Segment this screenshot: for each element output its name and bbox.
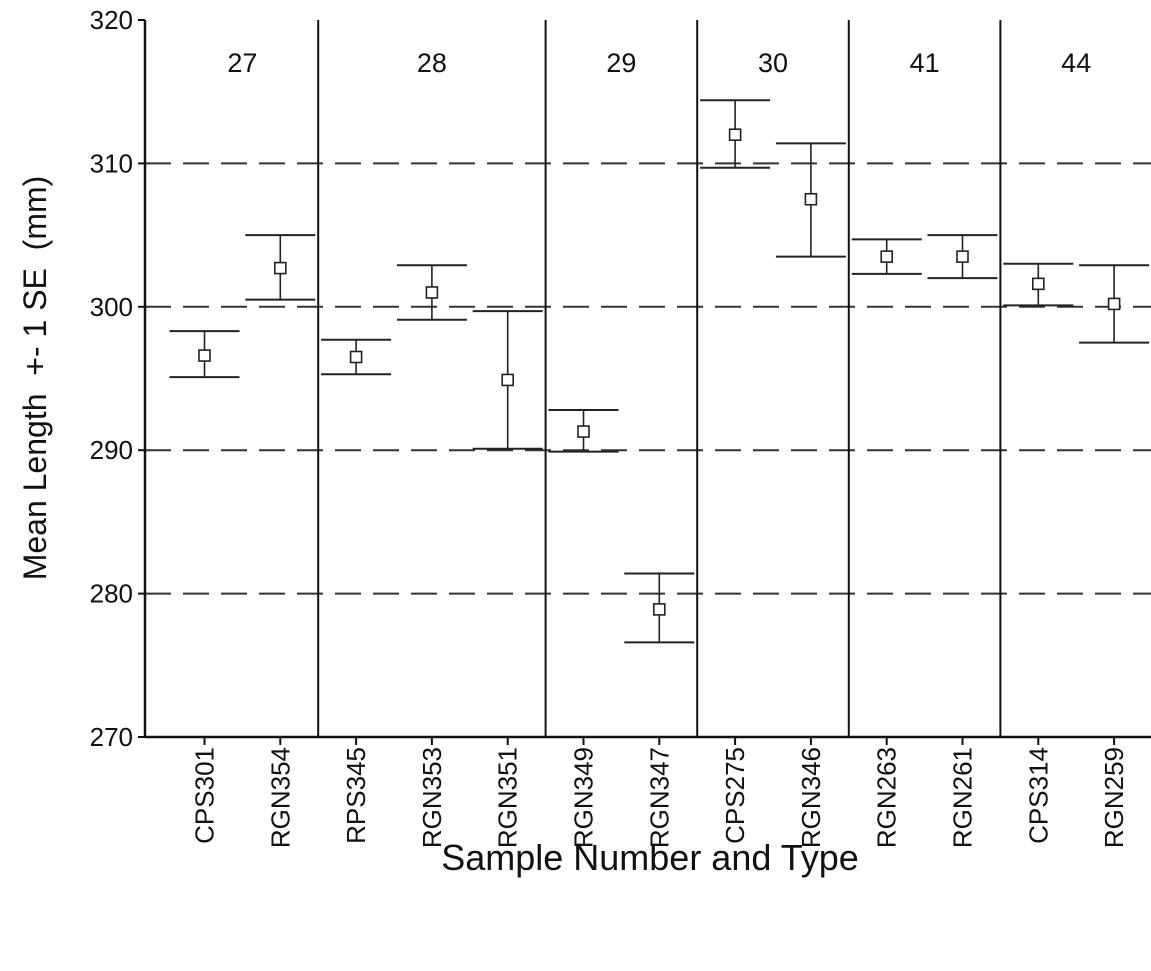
y-axis-label: Mean Length +- 1 SE (mm) <box>17 176 53 581</box>
mean-marker-CPS275 <box>728 128 742 142</box>
y-tick-label: 320 <box>90 5 133 35</box>
group-label-30: 30 <box>758 48 788 78</box>
x-tick-label-CPS275: CPS275 <box>720 747 750 844</box>
mean-marker-RPS345 <box>349 350 363 364</box>
group-labels: 27 28 29 30 41 44 <box>227 48 1091 78</box>
mean-marker-CPS301 <box>198 349 211 362</box>
y-tick-label: 290 <box>90 435 133 465</box>
x-tick-label-RGN261: RGN261 <box>948 747 978 848</box>
x-tick-label-CPS314: CPS314 <box>1023 747 1053 844</box>
group-label-44: 44 <box>1061 48 1091 78</box>
x-tick-label-RGN346: RGN346 <box>796 747 826 848</box>
mean-marker-RGN259 <box>1107 297 1121 311</box>
error-bars <box>169 99 1150 644</box>
y-tick-label: 300 <box>90 292 133 322</box>
mean-marker-RGN347 <box>652 603 666 616</box>
mean-marker-RGN261 <box>956 250 969 263</box>
axes <box>138 19 1151 745</box>
x-tick-label-RGN353: RGN353 <box>417 747 447 848</box>
mean-marker-RGN353 <box>425 286 439 299</box>
mean-marker-RGN349 <box>577 425 590 438</box>
x-tick-label-RGN347: RGN347 <box>644 747 674 848</box>
mean-marker-CPS314 <box>1032 277 1045 291</box>
y-tick-label: 310 <box>90 148 133 178</box>
x-tick-label-RGN263: RGN263 <box>872 747 902 848</box>
x-tick-labels: CPS301 RGN354 RPS345 RGN353 RGN351 RGN349 RGN3… <box>190 747 1130 848</box>
y-tick-label: 280 <box>90 579 133 609</box>
grid-lines <box>145 162 1151 595</box>
y-tick-label: 270 <box>90 722 133 752</box>
group-dividers <box>317 20 1002 737</box>
x-tick-label-RPS345: RPS345 <box>341 747 371 844</box>
x-tick-label-CPS301: CPS301 <box>190 747 220 844</box>
group-label-27: 27 <box>227 48 257 78</box>
x-tick-label-RGN354: RGN354 <box>265 747 295 848</box>
x-tick-label-RGN349: RGN349 <box>569 747 599 848</box>
mean-marker-RGN354 <box>273 261 287 275</box>
x-axis-label: Sample Number and Type <box>441 837 859 878</box>
group-label-41: 41 <box>910 48 940 78</box>
group-label-28: 28 <box>417 48 447 78</box>
mean-marker-RGN346 <box>804 192 818 206</box>
x-tick-label-RGN259: RGN259 <box>1099 747 1129 848</box>
x-tick-label-RGN351: RGN351 <box>493 747 523 848</box>
y-tick-labels: 270 280 290 300 310 320 <box>90 5 133 752</box>
mean-marker-RGN351 <box>501 373 515 387</box>
group-label-29: 29 <box>606 48 636 78</box>
mean-marker-RGN263 <box>880 250 894 263</box>
